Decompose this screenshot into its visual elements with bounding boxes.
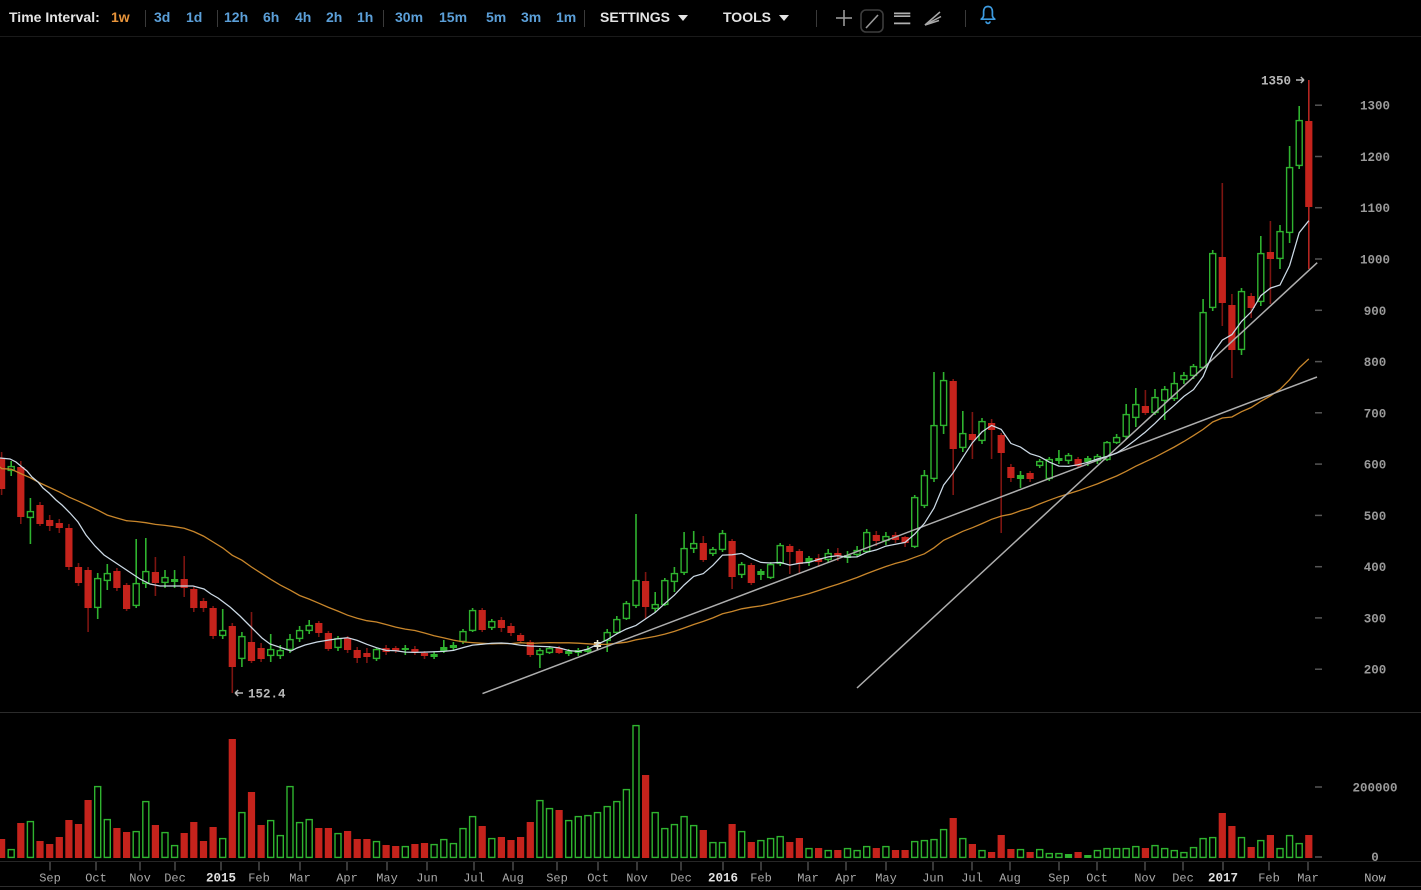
svg-text:400: 400 bbox=[1364, 561, 1387, 575]
svg-text:Sep: Sep bbox=[1048, 872, 1070, 886]
svg-text:Jul: Jul bbox=[463, 872, 485, 886]
svg-text:Now: Now bbox=[1364, 872, 1386, 886]
svg-text:0: 0 bbox=[1371, 851, 1379, 865]
svg-text:Apr: Apr bbox=[336, 872, 358, 886]
svg-text:2016: 2016 bbox=[708, 872, 738, 886]
svg-text:Dec: Dec bbox=[670, 872, 692, 886]
svg-text:Jul: Jul bbox=[961, 872, 983, 886]
svg-text:Nov: Nov bbox=[129, 872, 151, 886]
svg-text:152.4: 152.4 bbox=[248, 688, 286, 702]
svg-text:May: May bbox=[376, 872, 398, 886]
svg-text:200000: 200000 bbox=[1352, 782, 1397, 796]
svg-text:1300: 1300 bbox=[1360, 100, 1390, 114]
svg-text:Apr: Apr bbox=[835, 872, 857, 886]
svg-text:Sep: Sep bbox=[39, 872, 61, 886]
svg-text:500: 500 bbox=[1364, 510, 1387, 524]
svg-text:200: 200 bbox=[1364, 664, 1387, 678]
svg-text:1200: 1200 bbox=[1360, 151, 1390, 165]
svg-text:700: 700 bbox=[1364, 407, 1387, 421]
svg-text:Jun: Jun bbox=[416, 872, 438, 886]
svg-text:Nov: Nov bbox=[1134, 872, 1156, 886]
svg-text:Nov: Nov bbox=[626, 872, 648, 886]
svg-text:Feb: Feb bbox=[1258, 872, 1280, 886]
svg-text:Mar: Mar bbox=[797, 872, 819, 886]
svg-text:1000: 1000 bbox=[1360, 254, 1390, 268]
svg-text:Dec: Dec bbox=[1172, 872, 1194, 886]
svg-text:800: 800 bbox=[1364, 356, 1387, 370]
svg-text:Sep: Sep bbox=[546, 872, 568, 886]
svg-text:600: 600 bbox=[1364, 459, 1387, 473]
svg-text:300: 300 bbox=[1364, 612, 1387, 626]
svg-text:1100: 1100 bbox=[1360, 202, 1390, 216]
svg-text:Feb: Feb bbox=[750, 872, 772, 886]
svg-text:Dec: Dec bbox=[164, 872, 186, 886]
svg-text:Mar: Mar bbox=[1297, 872, 1319, 886]
svg-text:2017: 2017 bbox=[1208, 872, 1238, 886]
svg-text:Feb: Feb bbox=[248, 872, 270, 886]
svg-text:Oct: Oct bbox=[587, 872, 609, 886]
svg-text:Aug: Aug bbox=[502, 872, 524, 886]
svg-text:May: May bbox=[875, 872, 897, 886]
svg-text:Oct: Oct bbox=[1086, 872, 1108, 886]
svg-text:Oct: Oct bbox=[85, 872, 107, 886]
svg-text:2015: 2015 bbox=[206, 872, 236, 886]
svg-text:1350: 1350 bbox=[1261, 75, 1291, 89]
svg-text:Mar: Mar bbox=[289, 872, 311, 886]
svg-text:Aug: Aug bbox=[999, 872, 1021, 886]
svg-text:Jun: Jun bbox=[922, 872, 944, 886]
svg-text:900: 900 bbox=[1364, 305, 1387, 319]
